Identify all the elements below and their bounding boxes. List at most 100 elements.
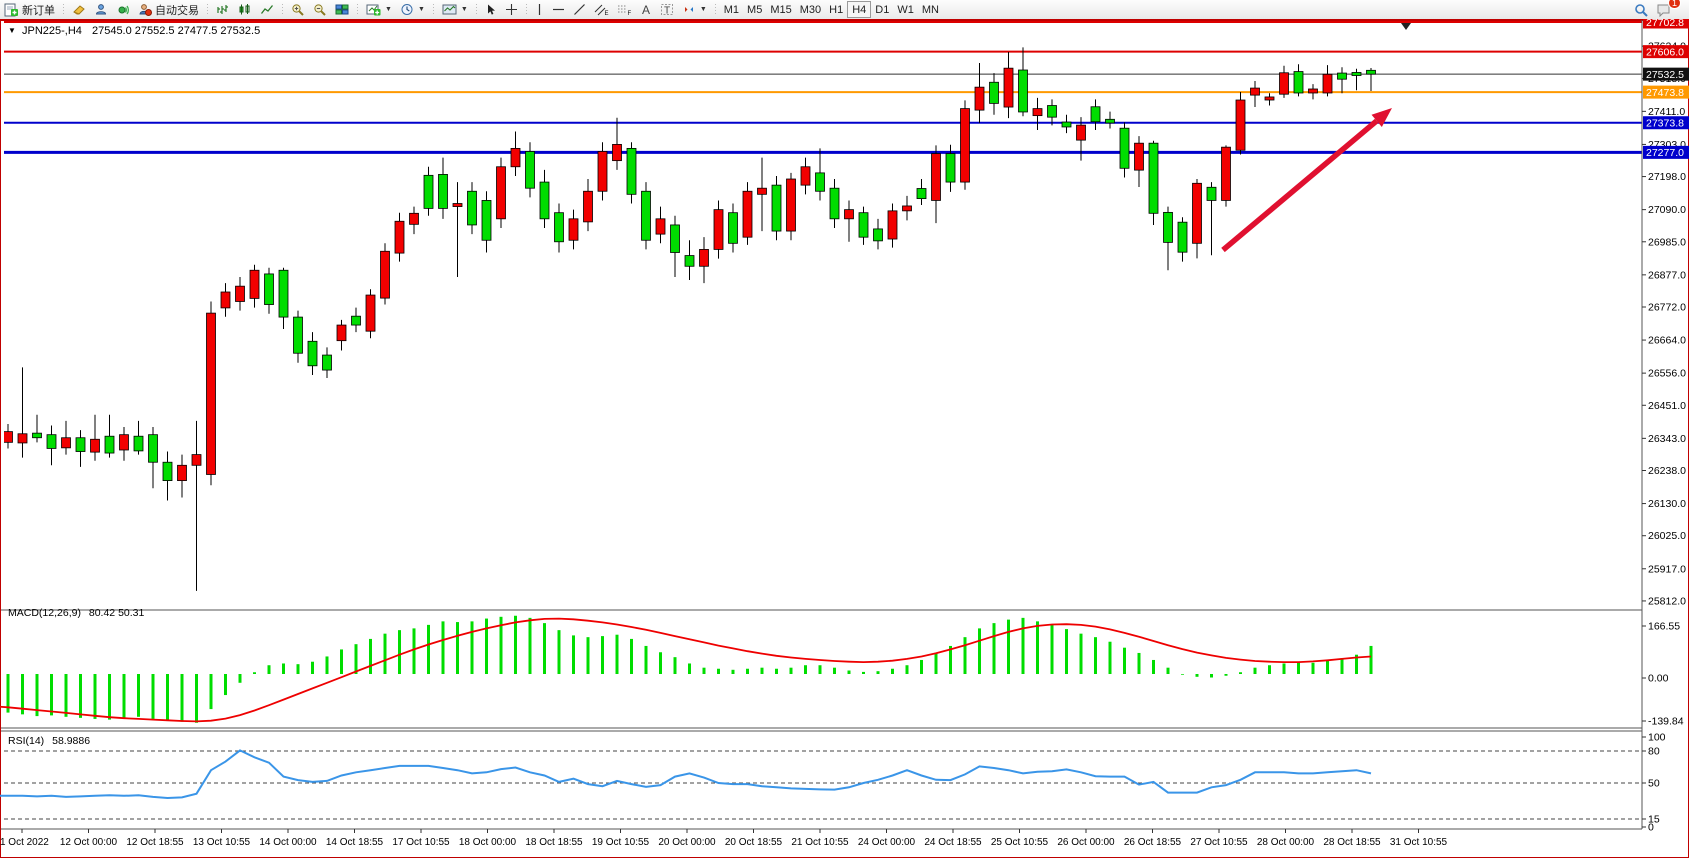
macd-values: 80.42 50.31 — [88, 607, 145, 619]
trend-arrow-head[interactable] — [1371, 108, 1392, 127]
line-chart-button[interactable] — [256, 1, 278, 18]
chart-title: ▼ JPN225-,H4 27545.0 27552.5 27477.5 275… — [8, 25, 260, 37]
price-tick-label: 26985.0 — [1648, 236, 1686, 248]
timeframe-M15-button[interactable]: M15 — [766, 1, 795, 18]
candle-body — [75, 437, 86, 452]
macd-indicator-label: MACD(12,26,9) 80.42 50.31 — [8, 607, 144, 619]
candle-body — [278, 269, 289, 318]
date-label: 20 Oct 00:00 — [658, 837, 716, 848]
price-tick-label: 25812.0 — [1648, 595, 1686, 607]
candle-body — [220, 291, 231, 309]
chart-window[interactable]: 27624.027518.027411.027303.027198.027090… — [0, 19, 1689, 858]
chevron-down-icon[interactable]: ▼ — [385, 6, 392, 13]
date-label: 14 Oct 18:55 — [326, 837, 384, 848]
collapse-icon[interactable]: ▼ — [8, 26, 16, 35]
date-label: 18 Oct 00:00 — [459, 837, 517, 848]
autotrade-button[interactable]: 自动交易 — [134, 1, 203, 18]
candle-body — [1264, 96, 1275, 101]
news-button[interactable] — [112, 1, 134, 18]
equidistant-channel-icon: E — [594, 3, 609, 16]
timeframe-MN-button[interactable]: MN — [918, 1, 943, 18]
trendline-button[interactable] — [569, 1, 590, 18]
crosshair-icon — [505, 3, 518, 16]
candle-body — [61, 437, 71, 449]
candle-body — [510, 147, 521, 168]
date-label: 25 Oct 10:55 — [991, 837, 1049, 848]
new-order-button[interactable]: 新订单 — [0, 1, 59, 18]
fibonacci-button[interactable]: F — [613, 1, 636, 18]
candle-body — [235, 285, 245, 302]
chart-plot-area[interactable]: 27624.027518.027411.027303.027198.027090… — [0, 19, 1689, 858]
vertical-line-button[interactable] — [531, 1, 548, 18]
price-tick-label: 26238.0 — [1648, 465, 1686, 477]
quotes-window-button[interactable] — [68, 1, 90, 18]
candlestick-chart-button[interactable] — [234, 1, 256, 18]
timeframe-M30-button[interactable]: M30 — [796, 1, 825, 18]
date-label: 19 Oct 10:55 — [592, 837, 650, 848]
timeframe-H4-button[interactable]: H4 — [847, 1, 872, 18]
price-tag-label: 27473.8 — [1646, 87, 1684, 99]
tile-windows-button[interactable] — [331, 1, 353, 18]
text-button[interactable]: A — [636, 1, 656, 18]
chevron-down-icon[interactable]: ▼ — [417, 6, 425, 13]
candle-body — [1032, 108, 1043, 117]
toolbar-separator — [429, 2, 437, 17]
date-label: 11 Oct 2022 — [0, 837, 49, 848]
timeframe-M5-button[interactable]: M5 — [743, 1, 766, 18]
candle-body — [1177, 221, 1188, 253]
candle-body — [1322, 73, 1333, 94]
chevron-down-icon[interactable]: ▼ — [699, 6, 707, 13]
price-tick-label: 26343.0 — [1648, 433, 1686, 445]
tile-windows-icon — [335, 3, 349, 16]
candle-body — [713, 209, 724, 250]
timeframe-M1-button[interactable]: M1 — [720, 1, 743, 18]
price-tag-27373.8 — [1643, 116, 1689, 130]
candle-body — [1119, 127, 1130, 169]
candle-body — [133, 435, 144, 452]
chevron-down-icon[interactable]: ▼ — [460, 6, 468, 13]
candle-body — [1163, 211, 1173, 243]
templates-button[interactable]: ▼ — [438, 1, 472, 18]
search-button[interactable] — [1630, 1, 1652, 18]
profiles-button[interactable]: ▼ — [396, 1, 429, 18]
chart-shift-marker[interactable] — [1401, 23, 1411, 30]
zoom-out-button[interactable] — [309, 1, 331, 18]
candle-body — [1337, 72, 1347, 80]
new-chart-button[interactable]: ▼ — [362, 1, 396, 18]
text-label-icon: T — [660, 3, 674, 16]
price-tag-27473.8 — [1643, 85, 1689, 99]
candle-body — [177, 464, 187, 482]
rsi-line — [0, 749, 1372, 800]
timeframe-W1-button[interactable]: W1 — [893, 1, 918, 18]
candle-body — [32, 432, 42, 439]
svg-text:E: E — [604, 11, 608, 16]
zoom-in-button[interactable] — [287, 1, 309, 18]
templates-icon — [442, 3, 457, 16]
timeframe-D1-button[interactable]: D1 — [871, 1, 893, 18]
candle-body — [162, 461, 173, 482]
text-label-button[interactable]: T — [656, 1, 678, 18]
community-button[interactable] — [90, 1, 112, 18]
timeframe-H1-button[interactable]: H1 — [825, 1, 847, 18]
quotes-window-icon — [72, 3, 86, 16]
date-label: 17 Oct 10:55 — [392, 837, 450, 848]
arrows-button[interactable]: ▼ — [678, 1, 711, 18]
date-label: 26 Oct 00:00 — [1057, 837, 1115, 848]
candle-body — [844, 209, 854, 220]
trend-arrow[interactable] — [1221, 118, 1379, 253]
price-tag-label: 27532.5 — [1646, 69, 1684, 81]
rsi-axis-label: 50 — [1648, 778, 1660, 790]
equidistant-channel-button[interactable]: E — [590, 1, 613, 18]
timeframe-M15-label: M15 — [770, 3, 792, 16]
rsi-indicator-label: RSI(14) 58.9886 — [8, 735, 90, 747]
cursor-button[interactable] — [481, 1, 501, 18]
bar-chart-button[interactable] — [212, 1, 234, 18]
crosshair-button[interactable] — [501, 1, 522, 18]
candle-body — [887, 210, 898, 240]
timeframe-H1-label: H1 — [829, 3, 844, 16]
candle-body — [365, 294, 376, 332]
timeframe-D1-label: D1 — [875, 3, 890, 16]
horizontal-line-button[interactable] — [548, 1, 569, 18]
notifications-button[interactable]: 1 — [1652, 0, 1681, 18]
candle-body — [858, 212, 869, 238]
